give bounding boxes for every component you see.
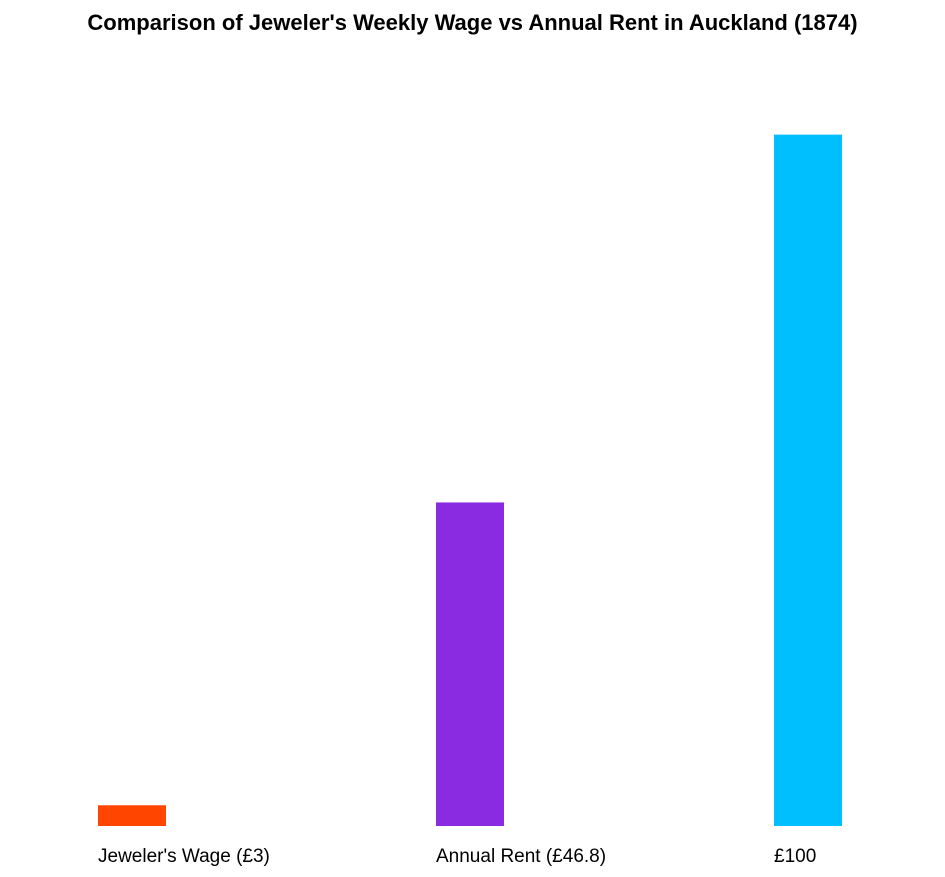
bar-3: [774, 134, 842, 827]
x-tick-label-3: £100: [774, 846, 816, 867]
bar-2: [436, 502, 504, 826]
x-tick-label-1: Jeweler's Wage (£3): [98, 846, 270, 867]
x-tick-label-2: Annual Rent (£46.8): [436, 846, 606, 867]
tick-labels-group: Jeweler's Wage (£3) Annual Rent (£46.8) £1…: [98, 846, 816, 867]
bar-1: [98, 805, 166, 826]
chart-title: Comparison of Jeweler's Weekly Wage vs A…: [87, 10, 858, 35]
bars-group: [98, 134, 842, 827]
